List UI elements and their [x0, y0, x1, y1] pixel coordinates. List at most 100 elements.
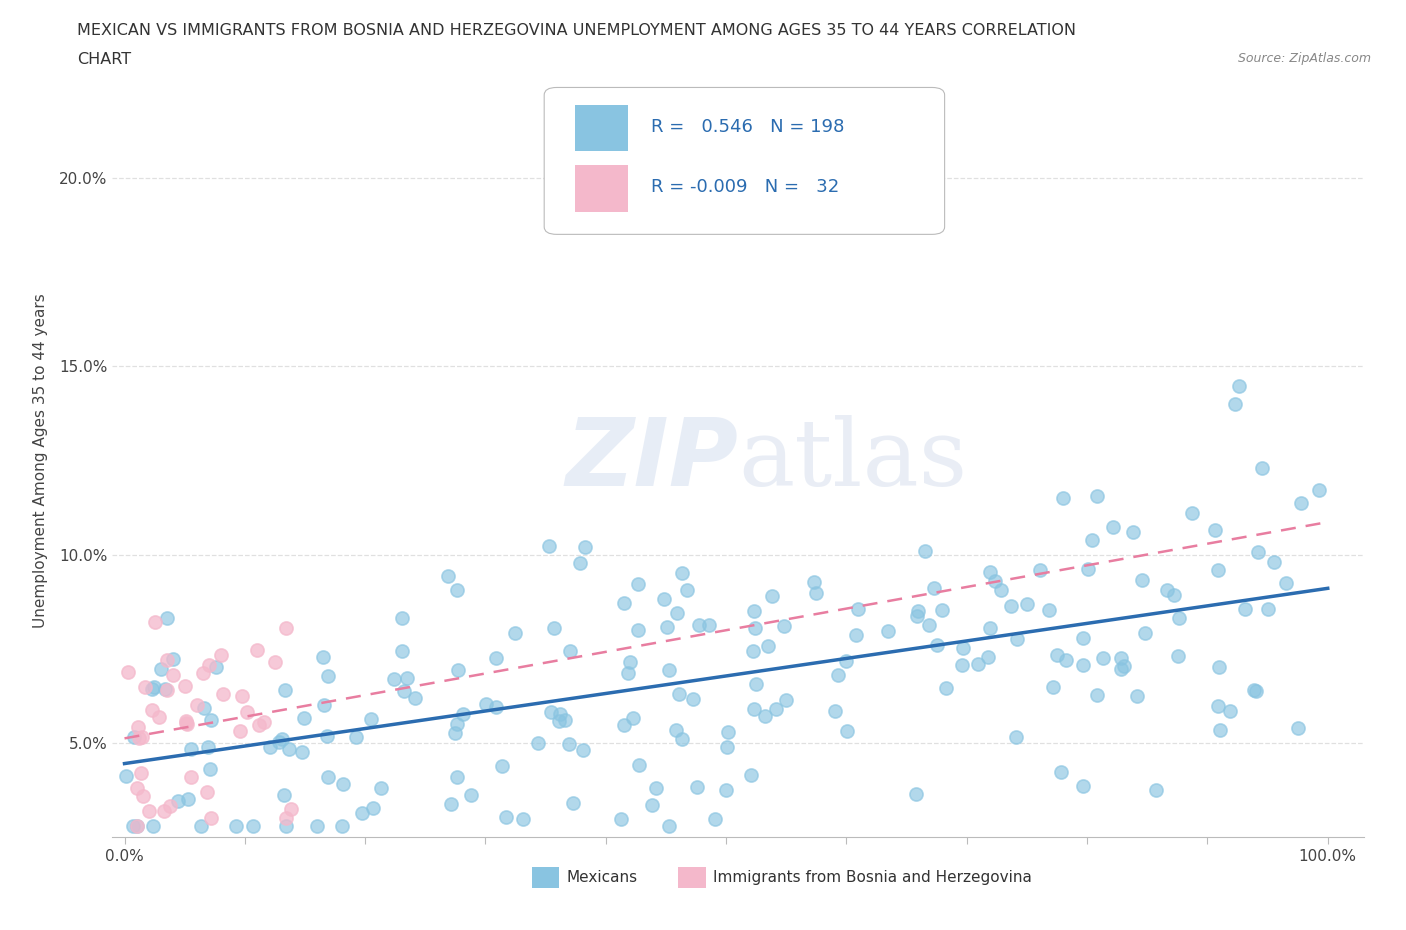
Point [503, 626, 526, 641]
Point [990, 582, 1012, 597]
Point [200, 762, 222, 777]
Point [1054, 653, 1077, 668]
Point [1085, 489, 1108, 504]
Point [153, 682, 176, 697]
Point [225, 818, 247, 833]
Point [247, 718, 270, 733]
Point [1046, 648, 1069, 663]
Point [876, 623, 898, 638]
Point [1163, 588, 1185, 603]
Point [742, 701, 765, 716]
Point [141, 681, 163, 696]
Point [176, 715, 198, 730]
Point [131, 788, 153, 803]
Point [361, 801, 384, 816]
Point [1122, 525, 1144, 539]
Point [177, 791, 200, 806]
Point [905, 608, 928, 623]
Point [360, 711, 382, 726]
Point [127, 818, 149, 833]
Point [1005, 631, 1028, 646]
Point [527, 736, 550, 751]
Point [716, 739, 738, 754]
Point [1112, 658, 1135, 673]
Point [1167, 649, 1189, 664]
Point [574, 539, 596, 554]
Point [803, 575, 825, 590]
Text: Source: ZipAtlas.com: Source: ZipAtlas.com [1237, 52, 1371, 65]
Point [616, 666, 638, 681]
Point [180, 770, 202, 785]
Point [211, 687, 233, 702]
Text: Immigrants from Bosnia and Herzegovina: Immigrants from Bosnia and Herzegovina [713, 870, 1032, 885]
Point [316, 669, 339, 684]
Bar [575, 165, 628, 212]
Point [404, 691, 426, 706]
Point [159, 799, 181, 814]
Point [229, 724, 252, 738]
Point [1219, 704, 1241, 719]
Point [1038, 602, 1060, 617]
Point [330, 818, 353, 833]
Point [538, 538, 561, 553]
Point [1000, 599, 1022, 614]
Point [451, 707, 474, 722]
Point [1156, 583, 1178, 598]
Text: ZIP: ZIP [565, 415, 738, 506]
Point [1091, 651, 1114, 666]
Point [485, 699, 508, 714]
Point [193, 700, 215, 715]
Point [1263, 554, 1285, 569]
Point [352, 805, 374, 820]
Point [922, 580, 945, 595]
Point [138, 804, 160, 818]
Point [167, 793, 190, 808]
Point [142, 818, 165, 833]
Point [1204, 522, 1226, 537]
Point [543, 620, 565, 635]
Point [153, 804, 176, 818]
Point [134, 680, 156, 695]
Point [1077, 562, 1099, 577]
Point [619, 655, 641, 670]
Point [827, 668, 849, 683]
Point [835, 724, 858, 738]
Point [931, 603, 953, 618]
Point [658, 818, 681, 833]
Point [176, 716, 198, 731]
Point [143, 679, 166, 694]
Point [697, 618, 720, 632]
Point [665, 605, 688, 620]
Point [396, 671, 419, 685]
Point [761, 589, 783, 604]
Point [1085, 688, 1108, 703]
Point [1247, 544, 1270, 559]
Point [292, 711, 315, 725]
Point [1130, 572, 1153, 587]
Point [1289, 495, 1312, 510]
Point [1073, 778, 1095, 793]
Point [125, 780, 148, 795]
Point [657, 619, 679, 634]
Point [370, 781, 392, 796]
Point [280, 802, 302, 817]
Point [1042, 680, 1064, 695]
Point [276, 811, 298, 826]
Point [984, 573, 1007, 588]
Point [754, 708, 776, 723]
Text: atlas: atlas [738, 416, 967, 505]
Point [209, 648, 232, 663]
Point [1243, 682, 1265, 697]
Point [148, 710, 170, 724]
Point [628, 757, 651, 772]
Point [554, 712, 576, 727]
Text: MEXICAN VS IMMIGRANTS FROM BOSNIA AND HERZEGOVINA UNEMPLOYMENT AMONG AGES 35 TO : MEXICAN VS IMMIGRANTS FROM BOSNIA AND HE… [77, 23, 1077, 38]
Point [1050, 765, 1073, 780]
Point [1246, 684, 1268, 698]
Point [950, 658, 973, 673]
Point [1168, 611, 1191, 626]
Point [846, 602, 869, 617]
Point [627, 577, 650, 591]
Point [1071, 631, 1094, 645]
Point [756, 639, 779, 654]
